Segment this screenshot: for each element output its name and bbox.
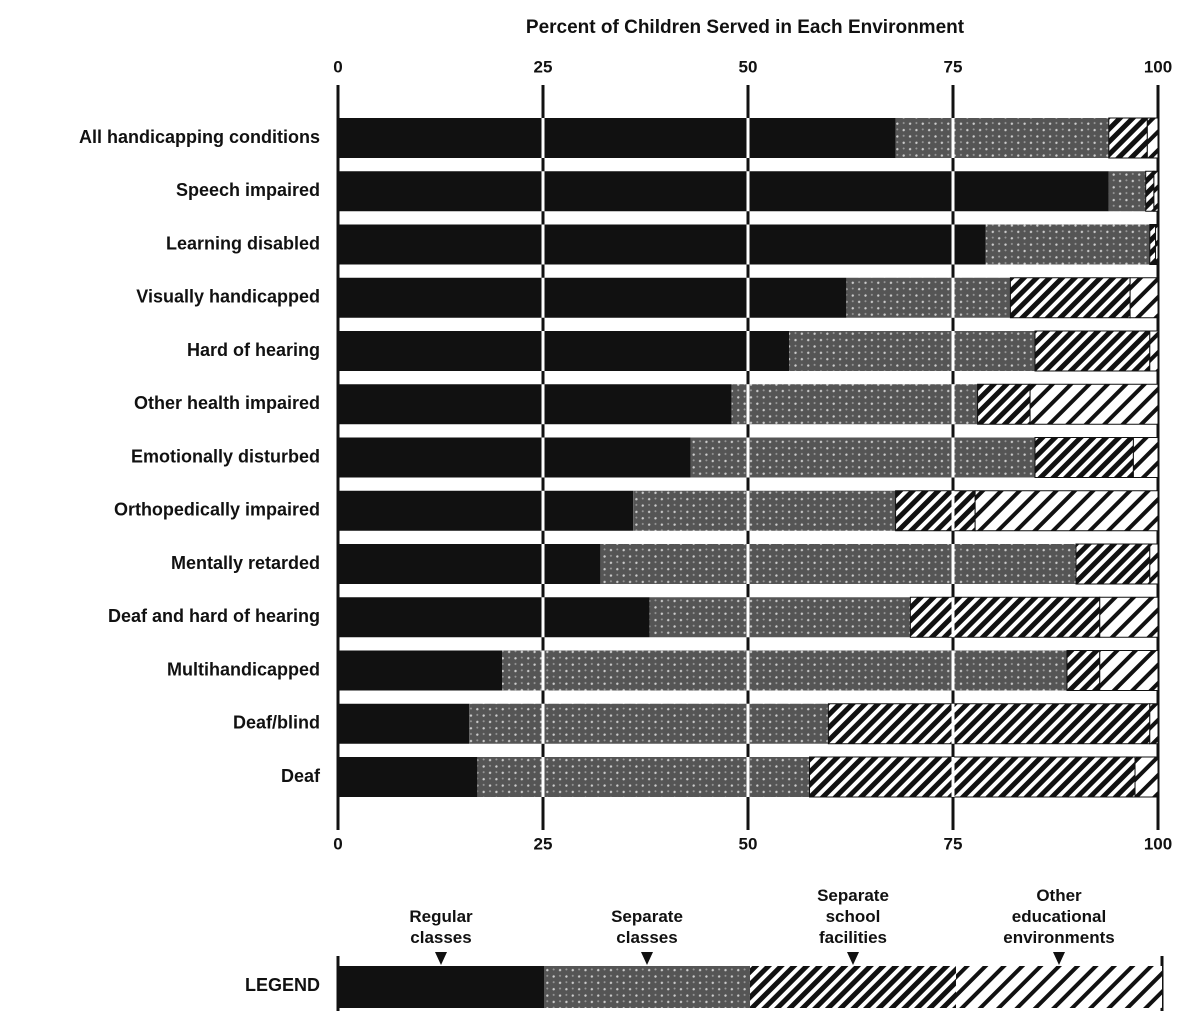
bar-segment bbox=[974, 490, 1159, 532]
legend-swatch bbox=[338, 966, 544, 1008]
bar-segment bbox=[338, 597, 650, 638]
bar-segment bbox=[633, 490, 896, 531]
legend-arrow bbox=[847, 952, 859, 965]
bar-segment bbox=[977, 383, 1031, 425]
x-tick-label: 50 bbox=[739, 57, 758, 76]
bar-segment bbox=[909, 596, 1101, 638]
category-label: Multihandicapped bbox=[167, 659, 320, 679]
legend-arrow bbox=[435, 952, 447, 965]
bar-segment bbox=[338, 171, 1109, 212]
x-tick-label: 100 bbox=[1144, 57, 1172, 76]
bar-segment bbox=[338, 437, 691, 478]
x-tick-label: 75 bbox=[944, 57, 963, 76]
legend-label: Separate school facilities bbox=[817, 886, 889, 947]
bar-segment bbox=[1108, 117, 1148, 159]
bar-segment bbox=[338, 224, 986, 265]
chart-title: Percent of Children Served in Each Envir… bbox=[526, 17, 965, 38]
bar-segment bbox=[846, 277, 1011, 318]
bar-segment bbox=[1149, 703, 1159, 745]
bar-segment bbox=[1029, 383, 1159, 425]
bar-segment bbox=[731, 384, 978, 425]
bar-segment bbox=[1009, 277, 1131, 319]
bar-segment bbox=[690, 437, 1035, 478]
bar-segment bbox=[1146, 117, 1159, 159]
bar-segment bbox=[338, 757, 478, 797]
category-label: Deaf and hard of hearing bbox=[108, 606, 320, 626]
x-tick-label: 0 bbox=[333, 834, 342, 853]
bar-segment bbox=[600, 544, 1076, 584]
bar-segment bbox=[895, 118, 1109, 158]
category-label: Visually handicapped bbox=[136, 287, 320, 307]
bar-segment bbox=[809, 756, 1136, 798]
bar-segment bbox=[338, 703, 470, 744]
bar-segment bbox=[338, 331, 789, 371]
legend-title: LEGEND bbox=[245, 975, 320, 995]
bar-segment bbox=[1132, 437, 1159, 478]
x-tick-label: 0 bbox=[333, 57, 342, 76]
bar-segment bbox=[338, 490, 634, 531]
bar-segment bbox=[1153, 170, 1159, 212]
bar-segment bbox=[985, 224, 1150, 265]
category-label: Mentally retarded bbox=[171, 553, 320, 573]
bar-segment bbox=[1066, 650, 1101, 691]
category-label: All handicapping conditions bbox=[79, 127, 320, 147]
category-label: Deaf/blind bbox=[233, 713, 320, 733]
category-label: Hard of hearing bbox=[187, 340, 320, 360]
bar-segment bbox=[1099, 650, 1159, 691]
bar-segment bbox=[827, 703, 1151, 745]
bar-segment bbox=[1134, 756, 1159, 798]
bar-segment bbox=[1075, 543, 1151, 585]
bar-segment bbox=[338, 544, 601, 584]
bar-segment bbox=[477, 757, 810, 797]
bar-segment bbox=[338, 650, 502, 691]
bar-segment bbox=[1129, 277, 1159, 319]
legend-swatch bbox=[956, 966, 1162, 1008]
category-label: Learning disabled bbox=[166, 233, 320, 253]
legend-swatch bbox=[750, 966, 956, 1008]
bar-segment bbox=[338, 277, 847, 318]
bar-segment bbox=[1099, 596, 1159, 638]
bar-segment bbox=[1149, 330, 1159, 372]
bar-segment bbox=[1145, 170, 1155, 212]
x-tick-label: 25 bbox=[534, 834, 553, 853]
bar-segment bbox=[338, 384, 732, 425]
category-label: Speech impaired bbox=[176, 180, 320, 200]
category-label: Emotionally disturbed bbox=[131, 446, 320, 466]
legend-label: Other educational environments bbox=[1003, 886, 1115, 947]
bar-segment bbox=[649, 597, 911, 638]
bar-segment bbox=[1034, 437, 1134, 478]
category-label: Deaf bbox=[281, 766, 321, 786]
bar-segment bbox=[1034, 330, 1151, 372]
x-tick-label: 25 bbox=[534, 57, 553, 76]
x-tick-label: 75 bbox=[944, 834, 963, 853]
legend-arrow bbox=[641, 952, 653, 965]
bar-segment bbox=[469, 703, 829, 744]
category-label: Orthopedically impaired bbox=[114, 500, 320, 520]
bar-segment bbox=[1149, 224, 1157, 265]
legend-swatch bbox=[544, 966, 750, 1008]
bar-segment bbox=[1149, 543, 1159, 585]
bar-segment bbox=[1155, 224, 1159, 265]
bar-segment bbox=[338, 118, 896, 158]
legend-label: Regular classes bbox=[409, 907, 473, 947]
legend-label: Separate classes bbox=[611, 907, 683, 947]
bar-segment bbox=[789, 331, 1035, 371]
x-tick-label: 100 bbox=[1144, 834, 1172, 853]
category-label: Other health impaired bbox=[134, 393, 320, 413]
x-tick-label: 50 bbox=[739, 834, 758, 853]
legend-arrow bbox=[1053, 952, 1065, 965]
bar-segment bbox=[1108, 171, 1146, 212]
bar-segment bbox=[502, 650, 1067, 691]
bar-segment bbox=[895, 490, 976, 532]
